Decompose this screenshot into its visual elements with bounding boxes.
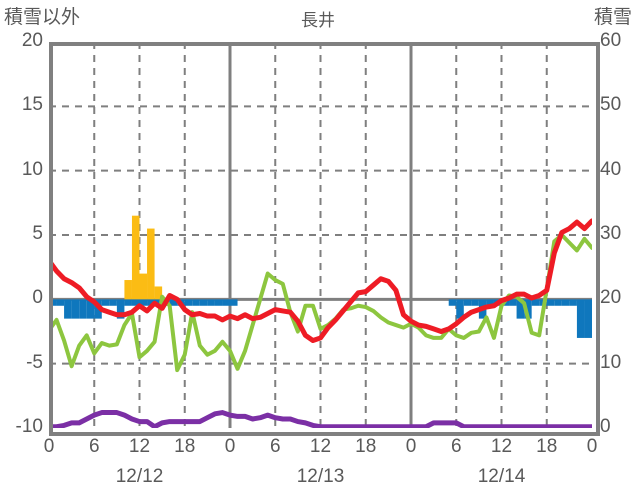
x-axis-tick-label: 18 [174, 436, 196, 457]
plot-area [49, 42, 592, 428]
snow-depth-bar [524, 299, 532, 319]
right-axis-title: 積雪 [593, 7, 632, 28]
snow-depth-bar [116, 299, 125, 319]
x-axis-day-label: 12/12 [115, 466, 164, 487]
snow-depth-bars [49, 299, 592, 338]
snow-depth-bar [79, 299, 87, 319]
snow-depth-bar [569, 299, 577, 306]
snow-depth-bar [222, 299, 230, 306]
temperature-line [49, 218, 592, 344]
snow-depth-bar [147, 299, 155, 306]
x-axis-day-label: 12/14 [477, 466, 526, 487]
y2-axis-tick-label: 60 [600, 30, 622, 51]
snow-depth-bar [86, 299, 95, 319]
snow-depth-bar [576, 299, 585, 338]
snow-depth-bar [169, 299, 178, 306]
y-axis-tick-label: 5 [32, 223, 43, 244]
left-axis-title: 積雪以外 [4, 7, 81, 28]
snow-depth-bar [516, 299, 525, 319]
x-axis-tick-label: 0 [224, 436, 236, 457]
snow-depth-bar [64, 299, 72, 319]
snow-depth-bar [154, 299, 163, 306]
snow-depth-bar [139, 299, 148, 306]
gridlines [49, 42, 592, 428]
y-axis-tick-label: 20 [21, 30, 43, 51]
y2-axis-tick-label: 10 [600, 351, 622, 373]
x-axis-tick-label: 6 [269, 436, 281, 457]
y2-axis-tick-label: 40 [600, 158, 622, 180]
snow-depth-bar [531, 299, 540, 306]
x-axis-day-label: 12/13 [296, 466, 345, 487]
x-axis-tick-label: 12 [128, 436, 151, 457]
x-axis-tick-label: 12 [309, 436, 332, 457]
y-axis-tick-label: -5 [26, 351, 43, 373]
snow-depth-bar [471, 299, 479, 306]
snow-depth-bar [486, 299, 494, 306]
snow-depth-bar [546, 299, 555, 306]
x-axis-tick-label: 6 [88, 436, 100, 457]
y-axis-tick-label: 10 [21, 158, 43, 180]
chart-title: 長井 [301, 11, 335, 30]
precipitation-bar [124, 280, 132, 300]
wind-line [49, 410, 592, 428]
y2-axis-tick-label: 50 [600, 94, 622, 116]
snow-depth-bar [230, 299, 238, 306]
x-axis-tick-label: 6 [450, 436, 462, 457]
y-axis-tick-label: -10 [15, 416, 43, 437]
snow-depth-bar [101, 299, 110, 306]
snow-depth-bar [509, 299, 517, 306]
snow-depth-bar [207, 299, 215, 306]
y-axis-tick-label: 0 [32, 287, 43, 309]
snow-depth-bar [56, 299, 65, 306]
precipitation-bar [131, 215, 140, 300]
y2-axis-tick-label: 0 [600, 416, 611, 437]
snow-depth-bar [214, 299, 223, 306]
snow-depth-bar [456, 299, 464, 319]
precipitation-bars [124, 215, 163, 300]
x-axis-tick-label: 18 [355, 436, 377, 457]
snow-depth-bar [131, 299, 140, 306]
snow-depth-bar [71, 299, 80, 319]
dewpoint-line [49, 233, 592, 373]
precipitation-bar [139, 273, 148, 300]
x-axis-tick-label: 0 [43, 436, 55, 457]
snow-depth-bar [448, 299, 457, 306]
snow-depth-bar [561, 299, 570, 306]
snow-depth-bar [192, 299, 200, 306]
precipitation-bar [147, 228, 155, 300]
snow-depth-bar [109, 299, 117, 306]
snow-depth-bar [124, 299, 132, 306]
snow-depth-bar [554, 299, 562, 306]
x-axis-tick-label: 0 [586, 436, 598, 457]
snow-depth-bar [584, 299, 592, 338]
x-axis-tick-label: 18 [536, 436, 558, 457]
chart-svg [49, 42, 592, 428]
x-axis-tick-label: 12 [490, 436, 513, 457]
snow-depth-bar [184, 299, 193, 306]
y-axis-tick-label: 15 [21, 94, 43, 116]
precipitation-bar [154, 286, 163, 300]
y2-axis-tick-label: 20 [600, 287, 622, 309]
x-axis-tick-label: 0 [405, 436, 417, 457]
snow-depth-bar [199, 299, 208, 306]
snow-depth-bar [463, 299, 472, 306]
snow-depth-bar [49, 299, 57, 306]
y2-axis-tick-label: 30 [600, 223, 622, 244]
